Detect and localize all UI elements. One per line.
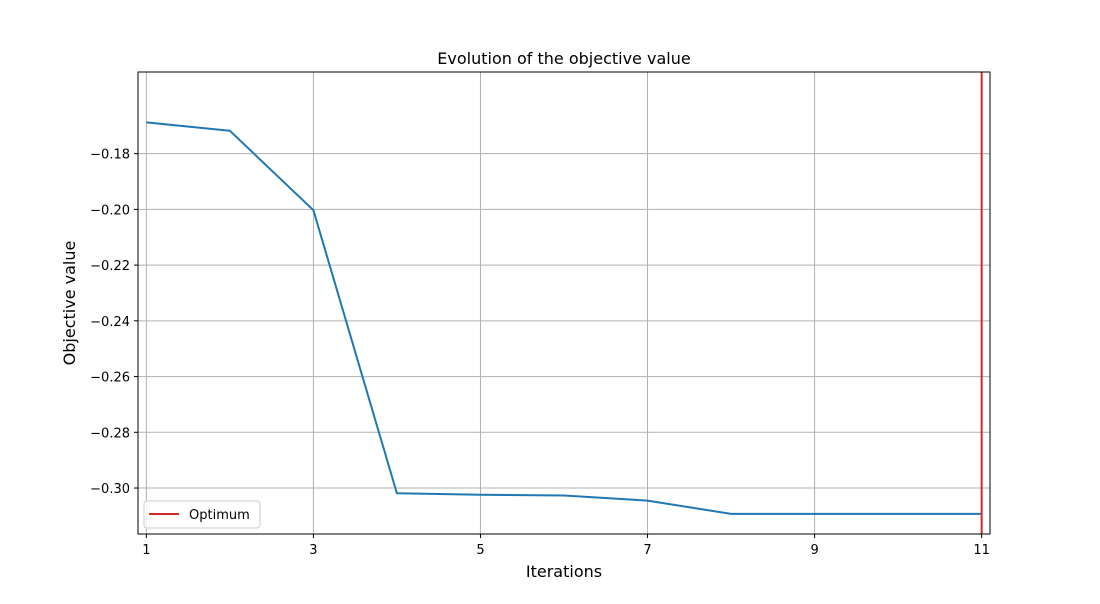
x-tick-label: 5	[476, 543, 484, 558]
x-tick-label: 3	[309, 543, 317, 558]
plot-area-frame	[137, 71, 991, 535]
objective-series-line	[146, 121, 982, 515]
y-tick-label: −0.26	[90, 371, 130, 386]
x-tick-label: 1	[142, 543, 150, 558]
y-tick-label: −0.28	[90, 426, 130, 441]
y-axis-label: Objective value	[60, 241, 79, 366]
y-tick-label: −0.20	[90, 203, 130, 218]
axis-ticks: 1 3 5 7 9 11 −0.18 −0.20 −0.22 −0.24 −0.26 −0.28 −0.…	[90, 148, 990, 558]
series-layer	[146, 72, 983, 534]
chart-title: Evolution of the objective value	[437, 49, 690, 68]
x-tick-label: 7	[643, 543, 651, 558]
x-tick-label: 11	[973, 543, 990, 558]
legend: Optimum	[143, 500, 261, 529]
y-tick-label: −0.30	[90, 482, 130, 497]
legend-box	[143, 500, 261, 529]
y-tick-label: −0.18	[90, 148, 130, 163]
grid	[138, 72, 990, 534]
x-axis-label: Iterations	[526, 562, 602, 581]
legend-label-optimum: Optimum	[189, 508, 250, 523]
y-tick-label: −0.24	[90, 315, 130, 330]
y-tick-label: −0.22	[90, 259, 130, 274]
x-tick-label: 9	[810, 543, 818, 558]
